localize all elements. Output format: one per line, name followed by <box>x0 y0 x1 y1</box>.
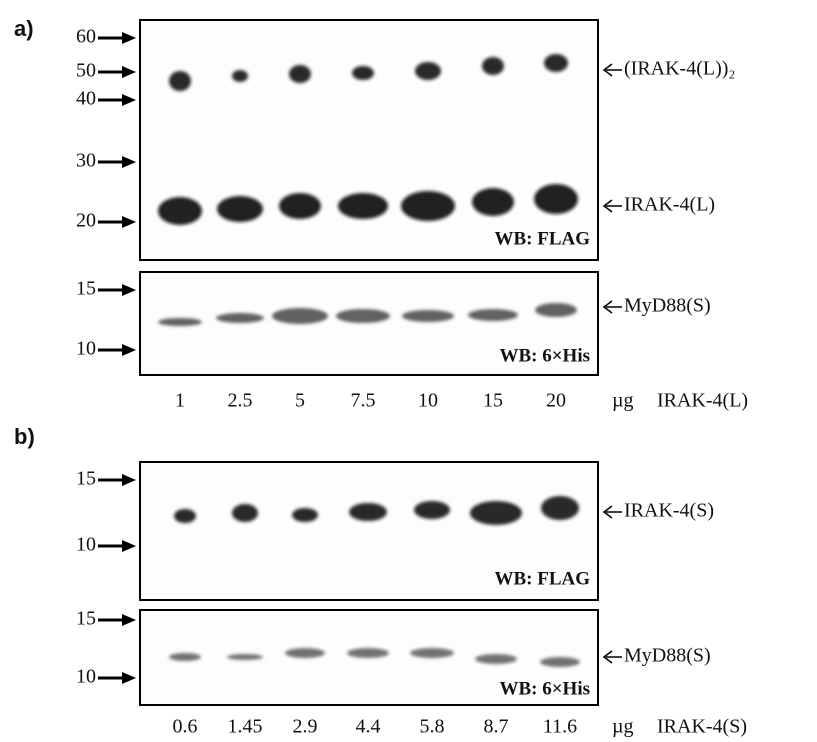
band <box>336 309 390 323</box>
bands <box>158 54 578 225</box>
band <box>158 318 202 326</box>
bands <box>158 303 577 326</box>
blot-frame <box>139 461 599 601</box>
band-label: IRAK-4(S) <box>624 500 714 522</box>
marker-label: 40 <box>76 88 96 110</box>
lane-label: 15 <box>483 390 503 412</box>
marker-arrow-head <box>122 66 136 78</box>
band <box>544 54 568 72</box>
marker-label: 60 <box>76 26 96 48</box>
band-label: MyD88(S) <box>624 645 711 667</box>
marker-label: 30 <box>76 150 96 172</box>
wb-label: WB: FLAG <box>494 568 590 589</box>
lane-label: 1 <box>175 390 185 412</box>
band <box>534 184 578 214</box>
marker-arrow-head <box>122 672 136 684</box>
lane-label: 2.5 <box>228 390 253 412</box>
lane-label: 1.45 <box>228 716 263 738</box>
wb-label: WB: FLAG <box>494 228 590 249</box>
lane-label: 7.5 <box>351 390 376 412</box>
marker-arrow-head <box>122 540 136 552</box>
band <box>217 196 263 222</box>
protein-label: IRAK-4(S) <box>657 716 747 738</box>
lane-label: 4.4 <box>356 716 381 738</box>
lane-label: 5.8 <box>420 716 445 738</box>
band <box>285 648 325 658</box>
marker-label: 20 <box>76 210 96 232</box>
marker-label: 10 <box>76 666 96 688</box>
unit-label: µg <box>612 390 634 412</box>
marker-arrow-head <box>122 156 136 168</box>
marker-label: 15 <box>76 468 96 490</box>
marker-label: 50 <box>76 60 96 82</box>
bands <box>169 648 580 667</box>
band <box>401 191 455 221</box>
band <box>482 57 504 75</box>
lane-label: 0.6 <box>173 716 198 738</box>
unit-label: µg <box>612 716 634 738</box>
lane-label: 11.6 <box>543 716 577 738</box>
marker-arrow-head <box>122 32 136 44</box>
band <box>158 197 202 225</box>
band <box>535 303 577 317</box>
blot-frame <box>139 19 599 261</box>
band <box>472 188 514 216</box>
band-arrow-head <box>602 650 613 664</box>
lane-label: 10 <box>418 390 438 412</box>
lane-label: 20 <box>546 390 566 412</box>
band-arrow-head <box>602 199 613 213</box>
marker-arrow-head <box>122 284 136 296</box>
wb-label: WB: 6×His <box>499 678 590 699</box>
band <box>232 504 258 522</box>
band-arrow-head <box>602 63 613 77</box>
band <box>414 501 450 519</box>
panel-letter: a) <box>14 16 34 41</box>
band <box>279 193 321 219</box>
band <box>232 70 248 82</box>
band <box>292 508 318 522</box>
marker-arrow-head <box>122 94 136 106</box>
marker-arrow-head <box>122 344 136 356</box>
marker-arrow-head <box>122 474 136 486</box>
band-arrow-head <box>602 300 613 314</box>
band <box>415 62 441 80</box>
band <box>289 65 311 83</box>
band <box>349 503 387 521</box>
band <box>475 654 517 664</box>
marker-label: 15 <box>76 608 96 630</box>
band <box>352 66 374 80</box>
lane-label: 8.7 <box>484 716 509 738</box>
band <box>541 496 579 520</box>
band <box>468 309 518 321</box>
band <box>174 509 196 523</box>
wb-label: WB: 6×His <box>499 345 590 366</box>
band <box>169 71 191 91</box>
protein-label: IRAK-4(L) <box>657 390 748 412</box>
marker-arrow-head <box>122 614 136 626</box>
band <box>540 657 580 667</box>
band-label: MyD88(S) <box>624 295 711 317</box>
bands <box>174 496 579 525</box>
band <box>470 501 522 525</box>
band <box>338 193 388 219</box>
band <box>272 308 328 324</box>
panel-letter: b) <box>14 424 35 449</box>
band-arrow-head <box>602 505 613 519</box>
blot-frame <box>139 271 599 376</box>
marker-label: 10 <box>76 534 96 556</box>
lane-label: 5 <box>295 390 305 412</box>
band <box>410 648 454 658</box>
band-label: IRAK-4(L) <box>624 194 715 216</box>
band <box>227 654 263 660</box>
band <box>216 313 264 323</box>
band <box>347 648 389 658</box>
marker-arrow-head <box>122 216 136 228</box>
band <box>169 653 201 661</box>
marker-label: 15 <box>76 278 96 300</box>
lane-label: 2.9 <box>293 716 318 738</box>
band <box>402 310 454 322</box>
marker-label: 10 <box>76 338 96 360</box>
band-label: (IRAK-4(L))₂ <box>624 58 735 80</box>
